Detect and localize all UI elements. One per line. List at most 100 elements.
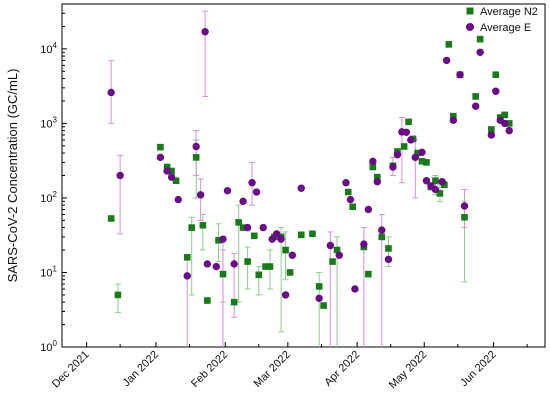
- e-point: [360, 240, 368, 248]
- n2-point: [244, 258, 251, 265]
- y-tick-label: 102: [40, 190, 57, 205]
- x-tick-label: Feb 2022: [189, 349, 230, 390]
- y-tick-label: 103: [40, 115, 57, 130]
- e-point: [346, 195, 355, 204]
- e-point: [107, 88, 115, 97]
- n2-point: [219, 270, 227, 278]
- e-point: [505, 126, 513, 135]
- x-tick-label: Jan 2022: [121, 349, 161, 389]
- n2-point: [286, 269, 294, 276]
- n2-point: [107, 215, 115, 222]
- e-point: [163, 167, 171, 175]
- n2-point: [461, 213, 468, 221]
- n2-point: [239, 224, 247, 231]
- n2-point: [188, 224, 195, 231]
- y-tick-label: 101: [40, 264, 57, 279]
- legend-label: Average E: [480, 22, 531, 34]
- e-point: [393, 151, 402, 159]
- e-point: [501, 119, 509, 128]
- e-point: [243, 223, 252, 232]
- x-tick-label: Mar 2022: [252, 349, 293, 390]
- n2-point: [378, 233, 386, 241]
- e-point: [196, 191, 205, 199]
- e-point: [201, 27, 209, 36]
- e-point: [239, 197, 247, 206]
- n2-point: [157, 143, 164, 151]
- e-point: [315, 294, 323, 303]
- n2-point: [320, 302, 327, 309]
- n2-point: [262, 263, 269, 270]
- y-axis-title: SARS-CoV-2 Concentration (GC/mL): [5, 69, 20, 283]
- n2-point: [329, 258, 336, 265]
- n2-point: [215, 237, 222, 244]
- n2-point: [472, 93, 479, 100]
- e-point: [476, 48, 484, 56]
- legend: Average N2 Average E: [466, 6, 538, 34]
- marker-layer: [107, 27, 513, 309]
- e-point: [456, 71, 464, 79]
- n2-point: [385, 245, 392, 252]
- n2-point: [432, 177, 439, 185]
- e-point: [369, 157, 377, 166]
- n2-point: [344, 188, 352, 196]
- e-point: [156, 153, 165, 162]
- n2-point: [405, 118, 412, 126]
- e-point: [277, 235, 285, 243]
- plot-area: [61, 3, 546, 348]
- n2-point: [235, 219, 242, 226]
- n2-point: [163, 163, 171, 171]
- n2-point: [230, 298, 238, 306]
- e-point: [212, 262, 220, 271]
- n2-point: [501, 111, 509, 119]
- e-point: [364, 205, 373, 214]
- n2-point: [204, 297, 211, 304]
- e-point: [471, 102, 480, 110]
- e-point: [487, 131, 496, 139]
- e-point: [431, 185, 440, 194]
- n2-point: [315, 283, 323, 290]
- e-point: [442, 56, 451, 65]
- e-point: [342, 179, 350, 187]
- e-point: [272, 230, 281, 238]
- n2-point: [349, 203, 356, 211]
- e-point: [326, 241, 335, 250]
- n2-point: [373, 173, 381, 181]
- e-point: [389, 163, 397, 171]
- e-point: [230, 260, 238, 268]
- n2-point: [183, 253, 191, 261]
- e-point: [422, 177, 431, 185]
- e-point: [219, 235, 227, 243]
- e-point: [402, 128, 411, 136]
- y-tick-label: 100: [40, 339, 57, 354]
- e-point: [268, 235, 276, 243]
- n2-point: [297, 231, 305, 239]
- n2-point: [282, 246, 289, 254]
- n2-point: [369, 163, 377, 171]
- e-point: [411, 153, 420, 162]
- n2-point: [199, 221, 207, 229]
- n2-point: [476, 35, 484, 43]
- legend-marker-e: [466, 23, 474, 31]
- n2-point: [418, 158, 426, 165]
- y-axis: 100 101 102 103 104: [40, 3, 67, 354]
- e-point: [259, 223, 267, 232]
- n2-point: [414, 149, 421, 157]
- e-point: [297, 184, 305, 192]
- e-point: [449, 116, 458, 125]
- n2-point: [436, 190, 444, 197]
- n2-point: [192, 154, 200, 161]
- e-point: [438, 178, 446, 186]
- e-point: [223, 187, 232, 195]
- e-point: [167, 173, 176, 181]
- e-point: [192, 142, 200, 151]
- n2-point: [441, 181, 448, 189]
- e-point: [203, 260, 212, 268]
- n2-point: [114, 291, 122, 299]
- e-point: [407, 136, 415, 144]
- e-point: [281, 291, 290, 299]
- n2-point: [400, 143, 408, 150]
- legend-marker-n2: [466, 7, 474, 15]
- n2-point: [505, 120, 513, 127]
- n2-point: [365, 270, 372, 278]
